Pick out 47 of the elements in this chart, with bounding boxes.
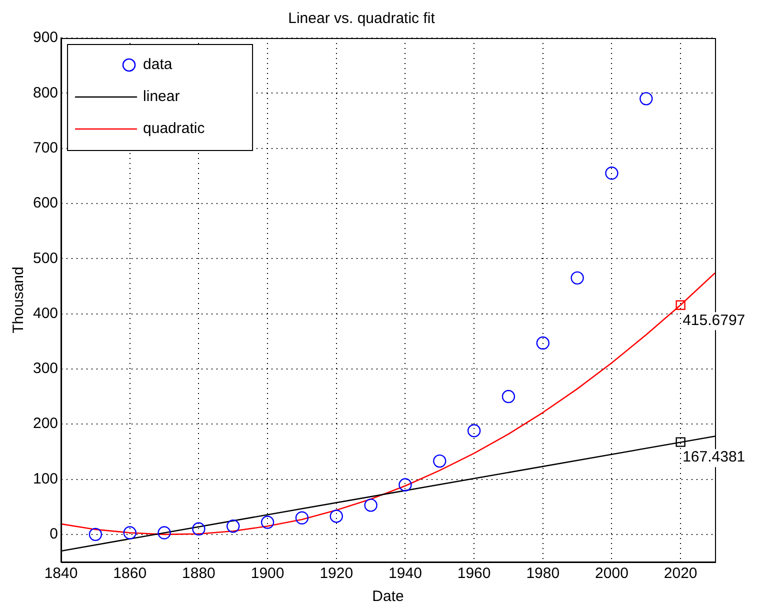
- point: [605, 166, 618, 180]
- x-tick-label: 2020: [664, 565, 698, 582]
- legend-label: data: [143, 56, 173, 74]
- y-tick-label: 900: [32, 29, 58, 46]
- y-tick-label: 300: [32, 360, 58, 378]
- point: [330, 510, 343, 523]
- chart-title: Linear vs. quadratic fit: [288, 10, 436, 28]
- point: [192, 522, 206, 536]
- point: [88, 528, 102, 542]
- point: [398, 478, 412, 492]
- x-tick-label: 1920: [320, 565, 354, 582]
- y-tick-label: 0: [50, 526, 58, 543]
- y-tick-label: 100: [32, 470, 58, 488]
- y-tick-label: 800: [32, 84, 58, 102]
- legend-label: linear: [143, 88, 180, 106]
- point: [467, 424, 481, 438]
- y-tick-label: 700: [32, 139, 58, 156]
- x-tick-label: 1840: [44, 565, 78, 582]
- x-tick-label: 1980: [526, 565, 560, 582]
- point: [676, 300, 686, 310]
- point: [502, 390, 516, 404]
- point: [123, 526, 136, 540]
- x-axis-title: Date: [372, 588, 404, 606]
- y-tick-label: 200: [32, 415, 58, 432]
- point: [158, 526, 171, 540]
- x-tick-label: 1900: [250, 565, 284, 582]
- x-tick-label: 1960: [457, 565, 491, 582]
- point: [433, 454, 446, 468]
- x-tick-label: 2000: [595, 565, 628, 582]
- x-tick-label: 1860: [113, 565, 147, 582]
- point: [295, 511, 309, 524]
- point: [226, 520, 240, 533]
- y-tick-label: 600: [32, 194, 58, 212]
- point: [364, 498, 378, 512]
- x-tick-label: 1940: [388, 565, 422, 582]
- legend-label: quadratic: [143, 120, 206, 138]
- point: [536, 336, 550, 350]
- y-tick-label: 500: [32, 250, 58, 267]
- annotation: 167.4381: [682, 448, 746, 466]
- y-axis-title: Thousand: [10, 266, 28, 334]
- point: [260, 516, 274, 529]
- y-tick-label: 400: [32, 304, 58, 322]
- point: [640, 92, 653, 106]
- point: [676, 437, 686, 447]
- annotation: 415.6797: [682, 312, 746, 329]
- point: [570, 271, 584, 285]
- x-tick-label: 1880: [182, 565, 216, 582]
